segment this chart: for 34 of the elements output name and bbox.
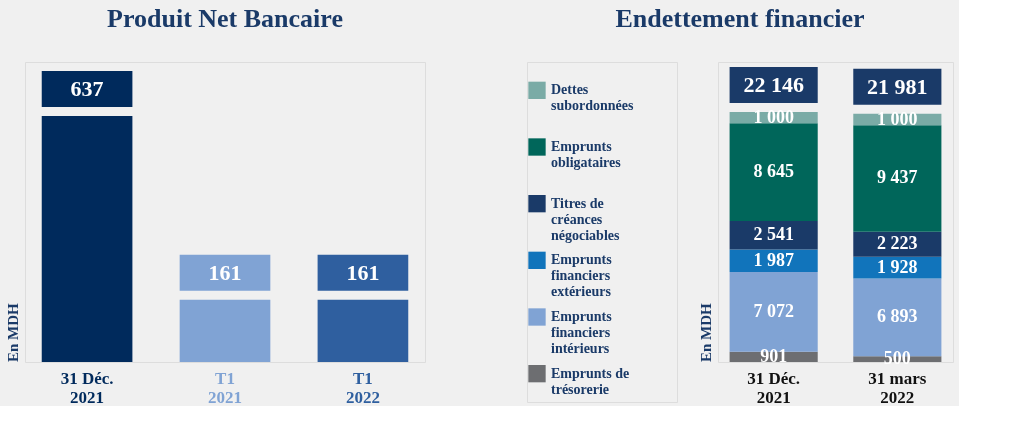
legend-label: Emprunts financiers extérieurs (551, 252, 613, 300)
data-label: 2 223 (877, 233, 918, 254)
bar (729, 123, 818, 221)
legend-label: Emprunts financiers intérieurs (551, 309, 613, 356)
bar (853, 125, 942, 232)
x-tick-label: 31 Déc. 2021 (60, 368, 114, 407)
y-axis-title: En MDH (5, 302, 21, 362)
legend-label: Dettes subordonnées (551, 82, 635, 114)
data-label: 2 541 (753, 224, 794, 245)
x-tick-label: T1 2022 (345, 368, 380, 407)
legend-label: Emprunts de trésorerie (551, 365, 630, 397)
data-label: 9 437 (877, 167, 918, 188)
x-tick-label: 31 Déc. 2021 (747, 368, 801, 407)
data-label: 1 000 (753, 106, 794, 127)
data-label: 1 000 (877, 108, 918, 129)
data-label: 161 (208, 259, 242, 285)
legend-label: Emprunts obligataires (551, 139, 622, 170)
total-label: 22 146 (743, 72, 804, 97)
y-axis-title: En MDH (698, 302, 714, 362)
chart-title: Endettement financier (615, 3, 865, 33)
data-label: 901 (760, 345, 788, 366)
data-label: 7 072 (753, 300, 794, 321)
chart-title: Produit Net Bancaire (107, 4, 343, 33)
data-label: 8 645 (753, 161, 794, 182)
bar (729, 220, 818, 250)
x-tick-label: T1 2021 (208, 368, 242, 407)
total-label: 21 981 (867, 73, 928, 99)
data-label: 1 928 (877, 256, 918, 277)
data-label: 6 893 (877, 306, 918, 327)
x-tick-label: 31 mars 2022 (868, 368, 927, 407)
data-label: 1 987 (753, 249, 794, 270)
legend-label: Titres de créances négociables (551, 195, 620, 243)
data-label: 637 (70, 76, 104, 102)
data-label: 161 (346, 259, 380, 285)
